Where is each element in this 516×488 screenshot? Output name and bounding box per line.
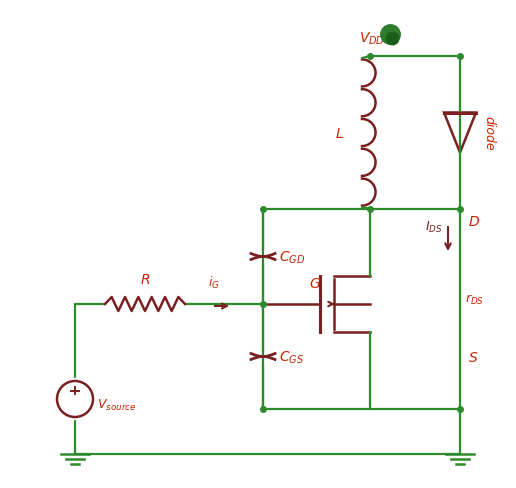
Text: $i_G$: $i_G$: [208, 274, 220, 290]
Text: $S$: $S$: [468, 350, 478, 364]
Text: $I_{DS}$: $I_{DS}$: [425, 220, 443, 235]
Text: $L$: $L$: [335, 126, 344, 140]
Text: $R$: $R$: [140, 272, 150, 286]
Text: diode: diode: [482, 116, 495, 150]
Text: $V_{source}$: $V_{source}$: [97, 397, 136, 412]
Text: $C_{GS}$: $C_{GS}$: [279, 348, 304, 365]
Text: $V_{DD}$: $V_{DD}$: [359, 31, 385, 47]
Text: $G$: $G$: [309, 276, 321, 290]
Text: $r_{DS}$: $r_{DS}$: [465, 292, 484, 306]
Text: $C_{GD}$: $C_{GD}$: [279, 249, 305, 265]
Text: $D$: $D$: [468, 215, 480, 228]
